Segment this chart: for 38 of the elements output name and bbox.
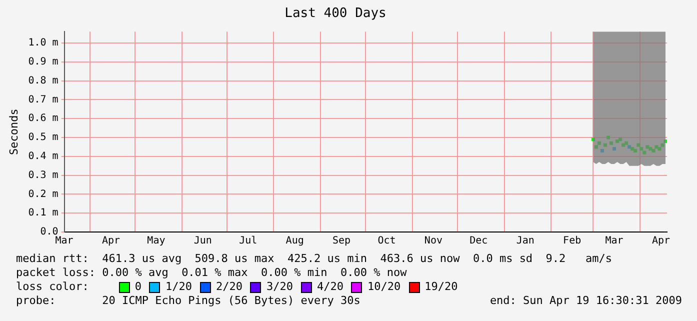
legend-label: 0 — [134, 280, 142, 294]
legend-label: 10/20 — [367, 280, 401, 294]
x-tick-label: Mar — [605, 236, 624, 247]
x-tick-label: Jun — [194, 236, 212, 247]
y-tick-label: 0.1 m — [28, 208, 58, 219]
x-tick-label: Apr — [102, 236, 120, 247]
text: probe: 20 ICMP Echo Pings (56 Bytes) every 30s — [16, 294, 360, 308]
x-tick-label: Apr — [652, 236, 670, 247]
x-tick-label: Jul — [239, 236, 258, 247]
legend-label: 2/20 — [216, 280, 242, 294]
legend-title: loss color: — [16, 280, 89, 294]
y-tick-label: 0.5 m — [28, 132, 58, 144]
y-tick-label: 0.8 m — [28, 75, 58, 86]
x-tick-label: Mar — [55, 236, 74, 247]
legend-label: 19/20 — [424, 280, 458, 294]
y-tick-label: 0.2 m — [28, 188, 58, 200]
text: end: Sun Apr 19 16:30:31 2009 — [490, 294, 682, 308]
y-tick-label: 0.6 m — [28, 113, 58, 124]
legend-label: 4/20 — [316, 280, 344, 294]
chart-title: Last 400 Days — [284, 6, 386, 22]
y-tick-label: 0.4 m — [28, 150, 58, 162]
y-tick-label: 0.3 m — [28, 170, 58, 181]
text: median rtt: 461.3 us avg 509.8 us max 425.2 us min 463.6 us now 0.0 ms sd 9.2 am/s — [16, 252, 614, 266]
text: packet loss: 0.00 % avg 0.01 % max 0.00 % min 0.00 % now — [16, 266, 408, 280]
y-axis-title: Seconds — [7, 108, 20, 155]
y-tick-label: 0.9 m — [28, 56, 58, 68]
legend-label: 1/20 — [165, 280, 192, 294]
x-tick-label: May — [147, 236, 166, 247]
legend-label: 3/20 — [266, 280, 293, 294]
x-tick-label: Nov — [424, 236, 442, 247]
y-tick-label: 1.0 m — [28, 38, 58, 49]
x-tick-label: Jan — [516, 236, 534, 247]
x-tick-label: Dec — [470, 236, 488, 247]
x-tick-label: Sep — [332, 236, 351, 247]
x-tick-label: Aug — [286, 236, 304, 247]
x-tick-label: Oct — [378, 236, 396, 247]
x-tick-label: Feb — [563, 236, 582, 247]
y-tick-label: 0.7 m — [28, 94, 58, 106]
